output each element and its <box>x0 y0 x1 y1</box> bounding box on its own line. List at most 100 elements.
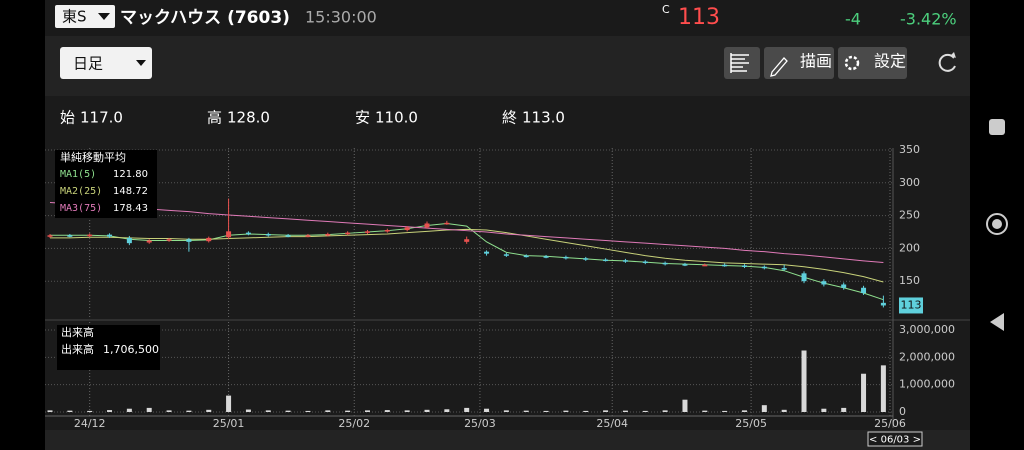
nav-home[interactable] <box>986 213 1008 235</box>
candle-body <box>67 235 73 237</box>
period-box <box>60 47 152 79</box>
date-tag: < 06/03 > <box>869 435 921 446</box>
volume-bar <box>325 410 331 412</box>
settings-button[interactable]: 設定 <box>838 47 907 79</box>
settings-label[interactable]: 設定 <box>874 52 906 71</box>
draw-button[interactable]: 描画 <box>764 47 834 79</box>
dropdown-arrow <box>98 13 110 20</box>
x-tick-label: 24/12 <box>74 417 106 430</box>
candle-body <box>821 281 827 285</box>
nav-recent[interactable] <box>989 119 1005 135</box>
candle-body <box>662 262 668 265</box>
button-bg <box>838 47 907 79</box>
candle-body <box>245 232 251 235</box>
volume-bar <box>841 407 847 412</box>
candle-body <box>622 260 628 262</box>
ohlc-label: 始 <box>60 109 75 127</box>
time: 15:30:00 <box>305 8 377 27</box>
ma-legend-bg <box>55 150 157 218</box>
volume-bar <box>484 408 490 412</box>
candle-body <box>126 237 132 244</box>
volume-bar <box>603 410 609 412</box>
volume-bar <box>821 408 827 412</box>
volume-bar <box>444 409 450 412</box>
icon <box>730 53 749 73</box>
legend-value: 148.72 <box>113 186 148 197</box>
volume-bar <box>523 410 529 412</box>
volume-legend-title: 出来高 <box>61 325 94 339</box>
candle-body <box>563 256 569 259</box>
ohlc-value: 110.0 <box>375 109 418 127</box>
legend-value: 121.80 <box>113 169 148 180</box>
ohlc-label: 高 <box>207 109 222 127</box>
volume-bar <box>861 373 867 412</box>
candle-body <box>741 265 747 267</box>
legend-name: MA1(5) <box>60 169 96 180</box>
volume-bar <box>206 409 212 412</box>
volume-bar <box>166 410 172 412</box>
volume-bar <box>622 410 628 412</box>
market[interactable]: 東S <box>62 8 87 26</box>
volume-bar <box>404 410 410 412</box>
volume-bar <box>285 410 291 412</box>
volume-bar <box>305 410 311 412</box>
top-bar <box>45 0 970 36</box>
c-label: C <box>662 3 670 16</box>
candle-body <box>503 254 509 256</box>
legend-value: 178.43 <box>113 203 148 214</box>
refresh-icon[interactable] <box>938 53 956 72</box>
candle-body <box>384 230 390 232</box>
period[interactable]: 日足 <box>73 55 103 73</box>
ohlc-value: 128.0 <box>227 109 270 127</box>
volume-bar <box>880 365 886 412</box>
candle-body <box>424 223 430 228</box>
candle-body <box>325 233 331 236</box>
candle-body <box>305 235 311 237</box>
volume-bar <box>583 410 589 412</box>
candle-body <box>265 233 271 236</box>
volume-bar <box>682 399 688 412</box>
change-pct: -3.42% <box>900 10 957 29</box>
x-tick-label: 25/06 <box>874 417 906 430</box>
candle-body <box>861 287 867 294</box>
volume-bar <box>47 410 53 412</box>
volume-bar <box>186 410 192 412</box>
volume-bar <box>503 410 509 412</box>
candle-body <box>484 251 490 254</box>
legend-name: MA2(25) <box>60 186 102 197</box>
button-bg <box>764 47 834 79</box>
y-tick-label: 250 <box>899 209 920 222</box>
stock-name: マックハウス (7603) <box>120 8 290 28</box>
candle-body <box>146 240 152 243</box>
market-box <box>55 5 115 28</box>
y-tick-label: 200 <box>899 241 920 254</box>
market-select[interactable]: 東S <box>55 5 115 28</box>
volume-bar <box>265 410 271 412</box>
volume-bar <box>107 410 113 412</box>
candle-body <box>166 239 172 241</box>
period-select[interactable]: 日足 <box>60 47 152 79</box>
candle-body <box>87 234 93 237</box>
volume-bar <box>761 405 767 412</box>
change: -4 <box>845 10 861 29</box>
nav-back[interactable] <box>990 313 1004 331</box>
refresh-arrow <box>951 52 956 58</box>
volume-bar <box>245 409 251 412</box>
volume-bar <box>226 395 232 412</box>
candle-body <box>206 237 212 242</box>
volume-bar <box>722 410 728 412</box>
chart-bg <box>45 96 970 430</box>
candle-body <box>801 273 807 282</box>
x-tick-label: 25/04 <box>596 417 628 430</box>
candle-body <box>523 255 529 258</box>
indicator-button[interactable] <box>724 47 760 79</box>
y-tick-label: 300 <box>899 176 920 189</box>
volume-bar <box>126 408 132 412</box>
volume-bar <box>424 409 430 412</box>
candle-body <box>682 264 688 266</box>
draw-label[interactable]: 描画 <box>800 52 832 71</box>
candle-body <box>444 222 450 225</box>
volume-legend-label: 出来高 <box>61 342 94 356</box>
candle-body <box>583 258 589 260</box>
